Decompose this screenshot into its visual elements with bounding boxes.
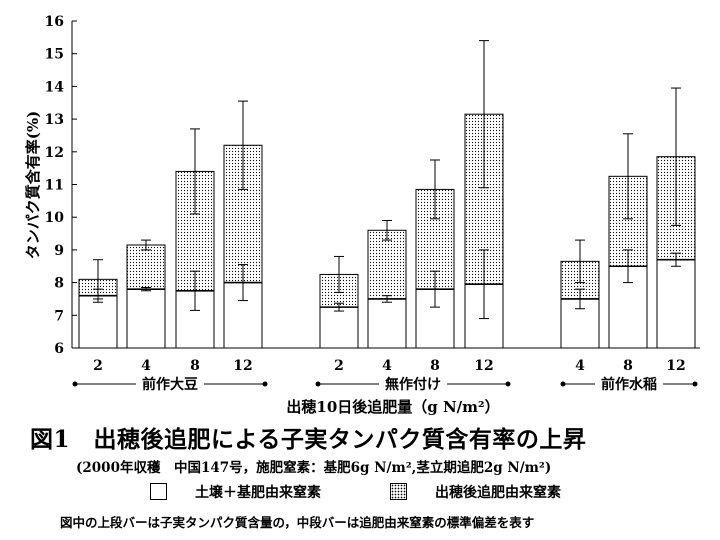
group-line-dot-right xyxy=(692,381,698,387)
group-label: 前作大豆 xyxy=(142,376,198,393)
x-tick-label: 4 xyxy=(382,358,392,374)
y-axis-label: タンパク質含有率(%) xyxy=(24,111,42,259)
figure-title: 図1 出穂後追肥による子実タンパク質含有率の上昇 xyxy=(30,426,587,453)
y-tick-label: 6 xyxy=(54,341,64,357)
group-line-dot-left xyxy=(560,381,566,387)
bar-base xyxy=(78,295,118,349)
group-label: 前作水稲 xyxy=(601,376,657,393)
legend-item-base: 土壌＋基肥由来窒素 xyxy=(150,482,321,502)
legend-item-topdressing: 出穂後追肥由来窒素 xyxy=(390,482,561,502)
x-tick-label: 2 xyxy=(334,358,344,374)
x-tick-label: 8 xyxy=(190,358,200,374)
bar-topdressing xyxy=(126,244,166,290)
legend-label-base: 土壌＋基肥由来窒素 xyxy=(195,485,321,501)
chart: 6 7 8 9 10 11 12 13 14 15 16 2 4 8 12 前作大豆 2 4 8 12 無作付け 4 8 12… xyxy=(24,14,700,416)
y-tick-label: 15 xyxy=(45,47,64,63)
x-tick-label: 2 xyxy=(93,358,103,374)
x-tick-label: 8 xyxy=(430,358,440,374)
x-tick-label: 12 xyxy=(233,358,252,374)
y-tick-label: 13 xyxy=(45,112,64,128)
y-tick-label: 12 xyxy=(45,145,64,161)
figure-footnote: 図中の上段バーは子実タンパク質含量の，中段バーは追肥由来窒素の標準偏差を表す xyxy=(60,515,535,530)
bar-base xyxy=(656,259,696,349)
x-tick-label: 4 xyxy=(575,358,585,374)
group-line-dot-right xyxy=(505,381,511,387)
group-line-dot-right xyxy=(262,381,268,387)
legend-label-topdressing: 出穂後追肥由来窒素 xyxy=(435,485,561,501)
y-tick-label: 11 xyxy=(45,178,64,194)
bar-topdressing xyxy=(367,229,407,300)
y-tick-label: 14 xyxy=(45,79,65,95)
group-label: 無作付け xyxy=(385,376,441,393)
y-tick-label: 8 xyxy=(54,276,64,292)
bar-base xyxy=(319,306,359,349)
y-tick-label: 7 xyxy=(54,308,64,324)
y-tick-label: 9 xyxy=(54,243,64,259)
bar-base xyxy=(126,288,166,349)
figure-subtitle: (2000年収穫 中国147号，施肥窒素：基肥6g N/m²,茎立期追肥2g N… xyxy=(76,460,552,476)
y-tick-label: 10 xyxy=(45,210,65,226)
x-axis-label: 出穂10日後追肥量（g N/m²） xyxy=(286,398,499,416)
group-line-dot-left xyxy=(72,381,78,387)
bar-base xyxy=(367,298,407,349)
y-tick-label: 16 xyxy=(45,14,64,30)
legend-swatch-base xyxy=(150,483,167,500)
legend-swatch-topdressing xyxy=(390,483,407,500)
x-tick-label: 8 xyxy=(623,358,633,374)
group-line-dot-left xyxy=(315,381,321,387)
x-tick-label: 12 xyxy=(474,358,493,374)
x-tick-label: 12 xyxy=(666,358,685,374)
plot-area: 6 7 8 9 10 11 12 13 14 15 16 2 4 8 12 前作大豆 2 4 8 12 無作付け 4 8 12… xyxy=(45,14,700,393)
x-tick-label: 4 xyxy=(141,358,151,374)
